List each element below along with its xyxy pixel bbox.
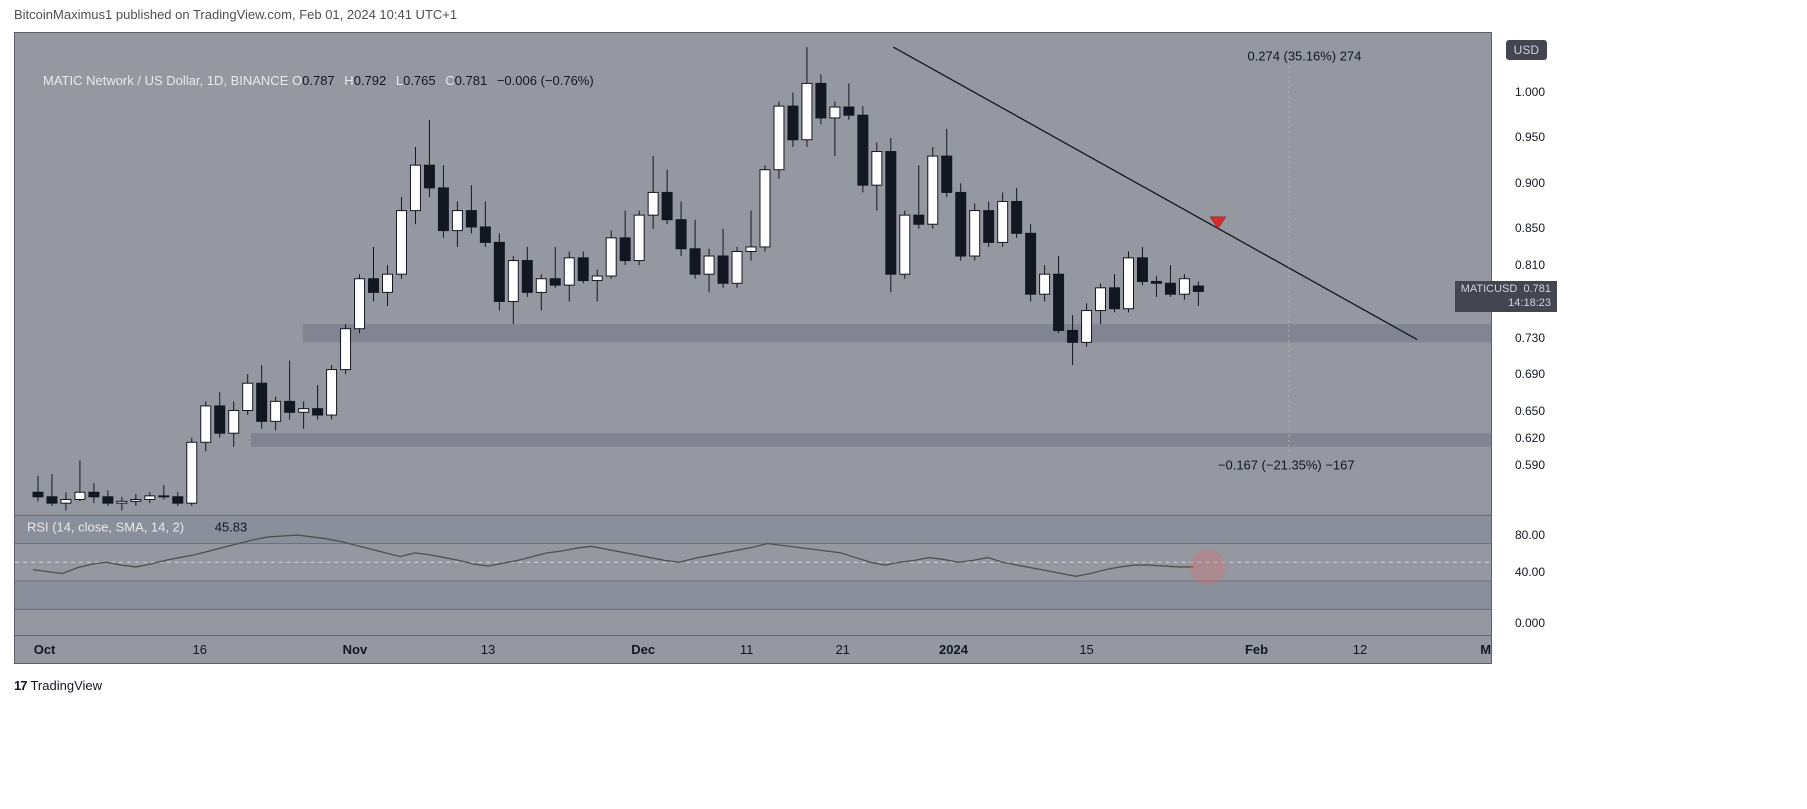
tradingview-footer: 17 TradingView: [14, 678, 102, 693]
footer-text: TradingView: [30, 678, 102, 693]
close-value: 0.781: [455, 73, 488, 88]
price-tick: 0.590: [1515, 458, 1545, 472]
svg-text:0.274 (35.16%) 274: 0.274 (35.16%) 274: [1247, 49, 1361, 64]
price-tick: 0.730: [1515, 331, 1545, 345]
gap-tick: 0.000: [1515, 616, 1545, 630]
symbol-name: MATIC Network / US Dollar, 1D, BINANCE: [43, 73, 288, 88]
change-value: −0.006: [497, 73, 537, 88]
low-value: 0.765: [403, 73, 436, 88]
time-tick: 11: [740, 642, 754, 657]
time-axis[interactable]: Oct 16 Nov 13 Dec 11 21 2024 15 Feb 12 M: [14, 636, 1492, 664]
price-tick: 0.850: [1515, 221, 1545, 235]
high-value: 0.792: [354, 73, 387, 88]
price-tick: 0.690: [1515, 367, 1545, 381]
tv-logo-icon: 17: [14, 678, 24, 693]
currency-badge[interactable]: USD: [1506, 40, 1547, 60]
rsi-tick: 40.00: [1515, 565, 1545, 579]
svg-text:45.83: 45.83: [215, 519, 247, 534]
time-tick: M: [1480, 642, 1491, 657]
time-tick: 13: [481, 642, 495, 657]
chart-panel[interactable]: 0.274 (35.16%) 274 −0.167 (−21.35%) −167 R…: [14, 32, 1492, 636]
time-tick: 15: [1079, 642, 1093, 657]
svg-text:−0.167 (−21.35%) −167: −0.167 (−21.35%) −167: [1218, 458, 1355, 473]
time-tick: 2024: [939, 642, 968, 657]
rsi-tick: 80.00: [1515, 528, 1545, 542]
price-tick: 0.620: [1515, 431, 1545, 445]
change-pct: (−0.76%): [541, 73, 594, 88]
price-tick: 0.650: [1515, 404, 1545, 418]
svg-text:RSI (14, close, SMA, 14, 2): RSI (14, close, SMA, 14, 2): [27, 519, 184, 534]
page-root: BitcoinMaximus1 published on TradingView…: [0, 0, 1807, 809]
price-tick: 0.950: [1515, 130, 1545, 144]
time-tick: Oct: [34, 642, 56, 657]
price-tick: 0.810: [1515, 258, 1545, 272]
symbol-ohlc-line: MATIC Network / US Dollar, 1D, BINANCE O…: [43, 73, 594, 88]
time-tick: Nov: [343, 642, 368, 657]
price-flag: MATICUSD 0.78114:18:23: [1455, 281, 1557, 311]
price-tick: 1.000: [1515, 85, 1545, 99]
time-tick: 12: [1353, 642, 1367, 657]
price-tick: 0.900: [1515, 176, 1545, 190]
time-tick: Feb: [1245, 642, 1268, 657]
publisher-line: BitcoinMaximus1 published on TradingView…: [14, 7, 457, 22]
time-tick: 16: [193, 642, 207, 657]
time-tick: Dec: [631, 642, 655, 657]
open-value: 0.787: [302, 73, 335, 88]
time-tick: 21: [835, 642, 849, 657]
chart-svg: 0.274 (35.16%) 274 −0.167 (−21.35%) −167 R…: [15, 33, 1491, 635]
